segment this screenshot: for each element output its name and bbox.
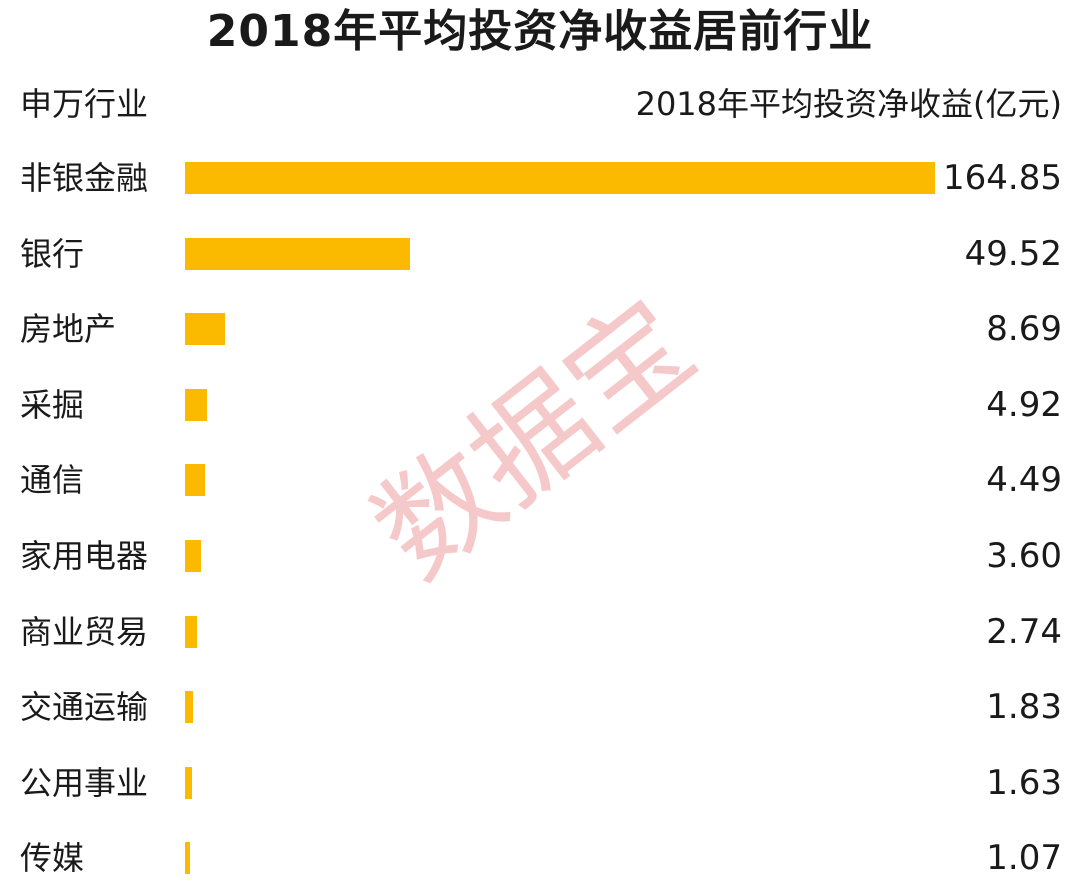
bar: [185, 842, 190, 875]
value-label: 3.60: [986, 536, 1062, 576]
category-column-header: 申万行业: [20, 85, 149, 123]
value-label: 1.63: [986, 762, 1062, 803]
category-label: 公用事业: [20, 763, 149, 802]
value-column-header: 2018年平均投资净收益(亿元): [635, 85, 1062, 123]
bar: [185, 615, 198, 648]
category-label: 银行: [20, 234, 85, 273]
bar: [185, 162, 935, 194]
watermark: 数据宝: [350, 274, 720, 606]
value-label: 1.07: [986, 838, 1062, 879]
category-label: 采掘: [20, 385, 85, 424]
category-label: 房地产: [20, 310, 117, 349]
value-label: 8.69: [986, 309, 1062, 350]
category-label: 交通运输: [20, 688, 149, 727]
value-label: 1.83: [986, 687, 1062, 728]
bar: [185, 388, 208, 421]
chart-title: 2018年平均投资净收益居前行业: [206, 6, 874, 57]
bar: [185, 766, 193, 799]
category-label: 通信: [20, 461, 85, 500]
category-label: 非银金融: [20, 159, 149, 197]
value-label: 4.49: [986, 460, 1062, 501]
category-label: 家用电器: [20, 537, 149, 575]
category-label: 商业贸易: [20, 612, 149, 651]
bar: [185, 313, 225, 346]
value-label: 2.74: [986, 611, 1062, 652]
value-label: 164.85: [943, 158, 1062, 198]
value-label: 49.52: [964, 233, 1062, 274]
bar: [185, 691, 194, 724]
bar: [185, 237, 411, 270]
bar: [185, 464, 206, 497]
bar: [185, 540, 202, 572]
value-label: 4.92: [986, 384, 1062, 425]
category-label: 传媒: [20, 839, 85, 878]
